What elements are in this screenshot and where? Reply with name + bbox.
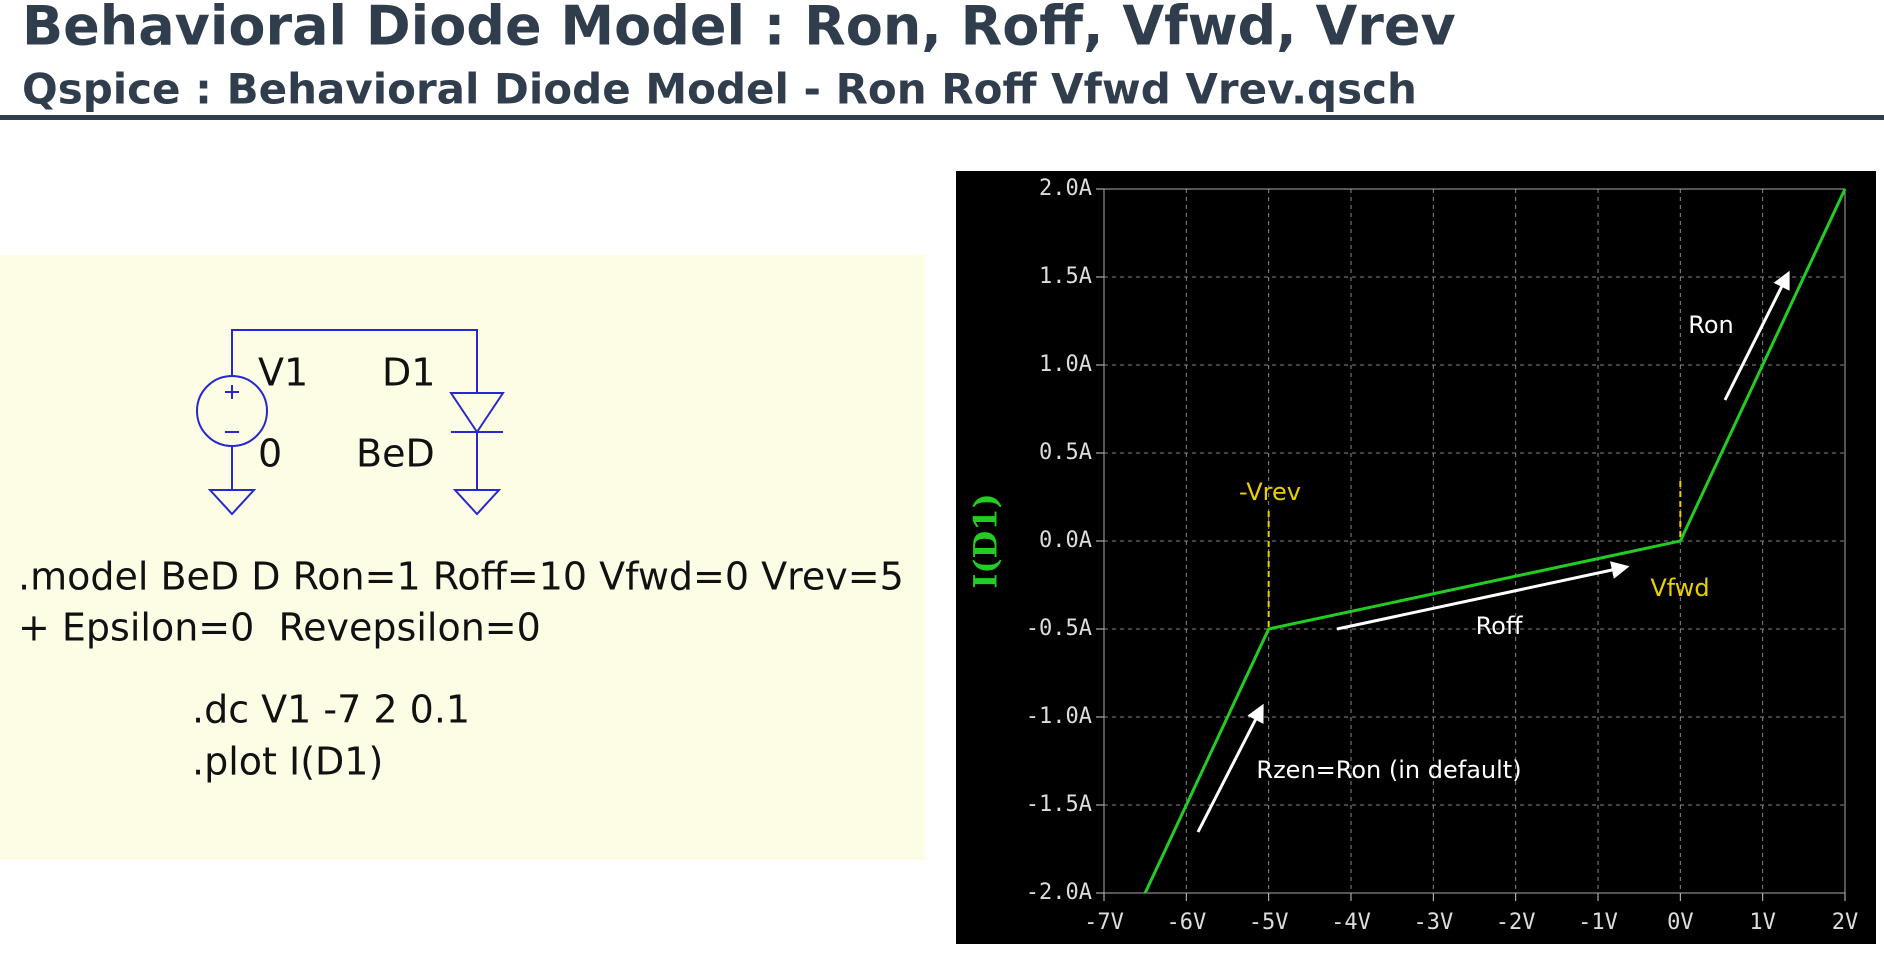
source-name: V1 <box>258 351 308 395</box>
x-tick-label: -3V <box>1413 910 1453 935</box>
schematic-panel <box>0 255 925 860</box>
y-tick-label: -0.5A <box>1026 616 1092 641</box>
x-tick-label: -2V <box>1496 910 1536 935</box>
subtitle: Qspice : Behavioral Diode Model - Ron Ro… <box>22 65 1417 114</box>
y-tick-label: 1.0A <box>1039 352 1092 377</box>
x-tick-label: -4V <box>1331 910 1371 935</box>
annotation-arrow <box>1196 703 1264 833</box>
x-tick-label: 1V <box>1749 910 1776 935</box>
title: Behavioral Diode Model : Ron, Roff, Vfwd… <box>22 0 1456 58</box>
annotation: Vfwd <box>1650 574 1709 602</box>
model-line: .model BeD D Ron=1 Roff=10 Vfwd=0 Vrev=5 <box>18 555 904 599</box>
directive: .plot I(D1) <box>192 740 383 784</box>
model-line: + Epsilon=0 Revepsilon=0 <box>18 606 541 650</box>
y-tick-label: 1.5A <box>1039 264 1092 289</box>
data-line <box>1143 188 1847 894</box>
y-tick-label: -1.5A <box>1026 792 1092 817</box>
diode-model: BeD <box>356 432 435 476</box>
x-tick-label: -1V <box>1578 910 1618 935</box>
annotation: Ron <box>1688 311 1734 339</box>
x-tick-label: -5V <box>1249 910 1289 935</box>
chart-background <box>956 171 1876 944</box>
y-tick-label: 0.0A <box>1039 528 1092 553</box>
chart: -7V -6V -5V -4V -3V -2V -1V 0V 1V 2V -2.0A -1.5A -1.… <box>956 171 1876 944</box>
annotation: -Vrev <box>1239 478 1301 506</box>
annotation-arrow <box>1336 561 1630 631</box>
y-tick-label: 2.0A <box>1039 176 1092 201</box>
annotation: Roff <box>1476 612 1523 640</box>
annotation-arrow <box>1723 270 1790 401</box>
y-axis-label: I(D1) <box>967 493 1005 588</box>
header-rule <box>0 115 1884 120</box>
y-tick-label: -2.0A <box>1026 880 1092 905</box>
circuit <box>196 329 505 516</box>
x-tick-label: 2V <box>1832 910 1859 935</box>
directive: .dc V1 -7 2 0.1 <box>192 688 470 732</box>
plot-frame <box>1103 188 1846 894</box>
y-tick-label: 0.5A <box>1039 440 1092 465</box>
y-tick-label: -1.0A <box>1026 704 1092 729</box>
x-tick-label: -7V <box>1084 910 1124 935</box>
x-tick-label: 0V <box>1667 910 1694 935</box>
x-tick-label: -6V <box>1166 910 1206 935</box>
annotation: Rzen=Ron (in default) <box>1256 756 1521 784</box>
diode-name: D1 <box>382 351 435 395</box>
source-value: 0 <box>258 432 282 476</box>
